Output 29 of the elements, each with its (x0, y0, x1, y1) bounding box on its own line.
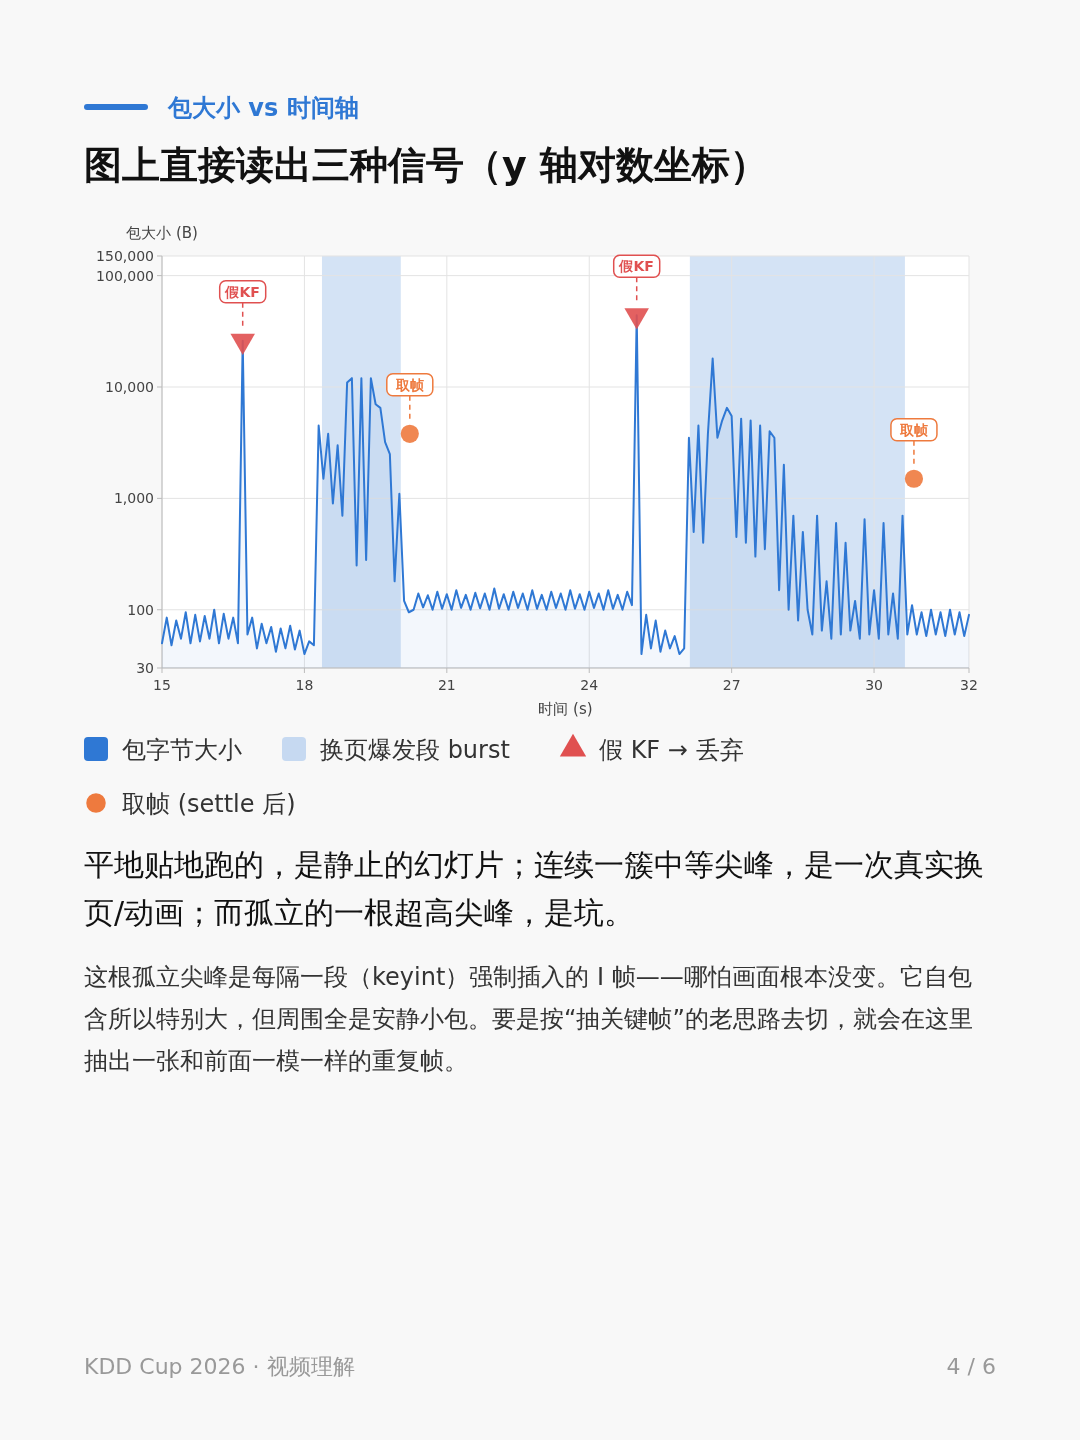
text: KDD Cup 2026 · 视频理解 (84, 1354, 355, 1379)
text: 平地贴地跑的，是静止的幻灯片；连续一簇中等尖峰，是一次真实换页/动画；而孤立的一根超高尖峰，是坑。 (84, 847, 984, 930)
x-axis-title: 时间 (s) (538, 700, 593, 718)
chart-title: 图上直接读出三种信号（y 轴对数坐标） (84, 143, 768, 187)
annotation: 取帧 (898, 421, 928, 438)
annotation: 取帧 (394, 376, 424, 393)
y-tick-label: 30 (136, 660, 154, 676)
chart-subtitle: 包大小 vs 时间轴 (167, 94, 359, 122)
y-tick-label: 100 (127, 601, 154, 618)
legend-label: 包字节大小 (122, 736, 242, 764)
y-tick-label: 10,000 (105, 379, 154, 395)
x-tick-label: 30 (865, 677, 883, 693)
legend-label: 假 KF → 丢弃 (599, 736, 744, 764)
legend-label: 取帧 (settle 后) (122, 790, 296, 818)
x-tick-label: 24 (580, 677, 599, 693)
x-tick-label: 18 (295, 677, 314, 693)
annotation: 假KF (224, 283, 260, 300)
y-tick-label: 1,000 (113, 490, 154, 507)
x-tick-label: 21 (437, 677, 456, 693)
y-axis-title: 包大小 (B) (126, 224, 198, 242)
x-tick-label: 15 (153, 677, 171, 693)
legend-label: 换页爆发段 burst (320, 736, 510, 764)
text: 这根孤立尖峰是每隔一段（keyint）强制插入的 I 帧——哪怕画面根本没变。它自包含所以特别大，但周围全是安静小包。要是按“抽关键帧”的老思路去切，就会在这里抽出一张和前面一模一样的重复帧。 (84, 963, 973, 1075)
y-tick-label: 150,000 (96, 248, 154, 264)
y-tick-label: 100,000 (96, 267, 154, 284)
x-tick-label: 32 (960, 677, 978, 693)
text: 4 / 6 (946, 1354, 996, 1379)
annotation: 假KF (618, 258, 654, 275)
x-tick-label: 27 (722, 677, 741, 693)
